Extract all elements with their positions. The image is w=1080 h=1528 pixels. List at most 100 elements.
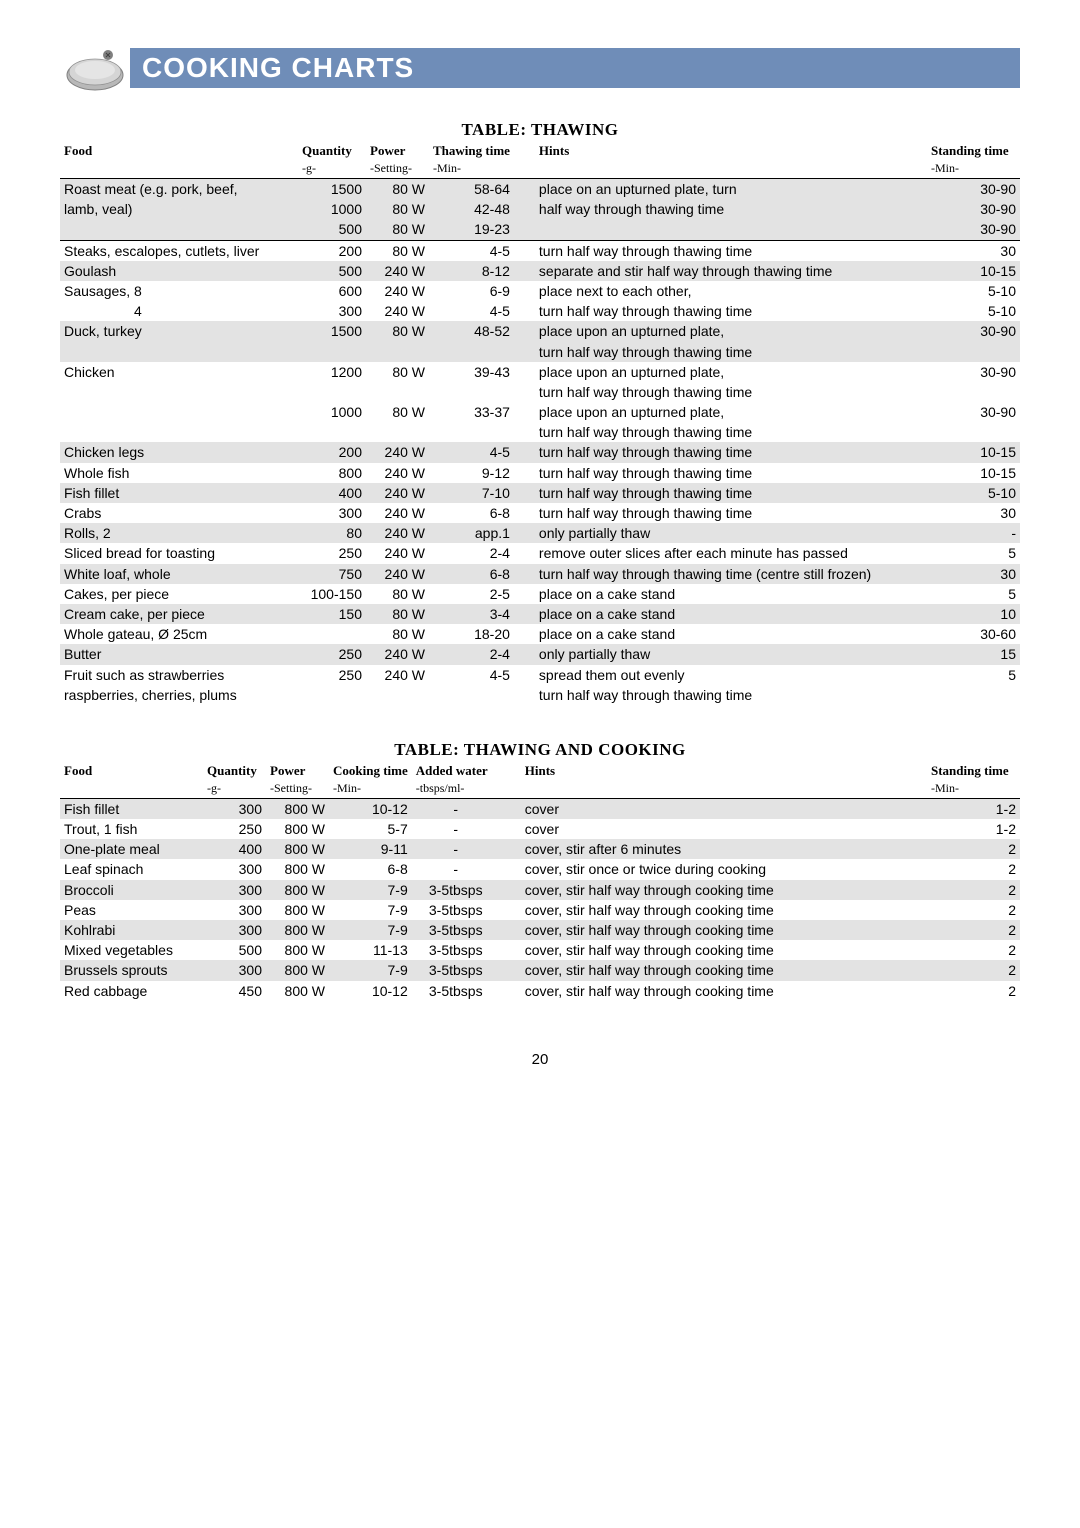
table-cell: 1-2 xyxy=(927,798,1020,819)
table-cell: half way through thawing time xyxy=(514,199,927,219)
table-cell: - xyxy=(412,819,500,839)
table-cell: turn half way through thawing time xyxy=(514,685,927,705)
table-cell: cover, stir half way through cooking tim… xyxy=(500,920,927,940)
table-cell: 500 xyxy=(203,940,266,960)
table-cell: 6-8 xyxy=(429,564,514,584)
table-cell: 3-5tbsps xyxy=(412,960,500,980)
table-cell xyxy=(298,342,366,362)
table2-body: Fish fillet300800 W10-12-cover1-2Trout, … xyxy=(60,798,1020,1000)
table-cell: 6-8 xyxy=(429,503,514,523)
table-row: Mixed vegetables500800 W11-133-5tbspscov… xyxy=(60,940,1020,960)
table-cell: cover xyxy=(500,798,927,819)
table-cell: Mixed vegetables xyxy=(60,940,203,960)
table-cell: 5-10 xyxy=(927,301,1020,321)
table2-header-row: Food Quantity Power Cooking time Added w… xyxy=(60,763,1020,781)
table-cell: Crabs xyxy=(60,503,298,523)
table-cell xyxy=(298,382,366,402)
table-cell: 300 xyxy=(203,960,266,980)
table-cell: 400 xyxy=(298,483,366,503)
table-cell: 11-13 xyxy=(329,940,412,960)
table-cell xyxy=(60,422,298,442)
table-cell: 5 xyxy=(927,665,1020,685)
table-cell: 800 W xyxy=(266,798,329,819)
table-cell: place next to each other, xyxy=(514,281,927,301)
th-qty: Quantity xyxy=(298,143,366,161)
table-cell: 800 W xyxy=(266,940,329,960)
table-cell: 3-5tbsps xyxy=(412,940,500,960)
table-cell: turn half way through thawing time (cent… xyxy=(514,564,927,584)
th2-water: Added water xyxy=(412,763,500,781)
table-cell: 240 W xyxy=(366,261,429,281)
table-cell xyxy=(927,342,1020,362)
table-cell: 5 xyxy=(927,584,1020,604)
table-cell: 2 xyxy=(927,981,1020,1001)
table-cell: 300 xyxy=(203,920,266,940)
table-cell: 10-15 xyxy=(927,261,1020,281)
table-cell: 3-5tbsps xyxy=(412,981,500,1001)
page-number: 20 xyxy=(60,1051,1020,1068)
table-row: Whole fish800240 W9-12turn half way thro… xyxy=(60,463,1020,483)
table-cell: 4-5 xyxy=(429,240,514,261)
table-cell: turn half way through thawing time xyxy=(514,240,927,261)
page: COOKING CHARTS TABLE: THAWING Food Quant… xyxy=(0,0,1080,1108)
table-cell: 2-4 xyxy=(429,644,514,664)
table-cell: 33-37 xyxy=(429,402,514,422)
table-cell: 200 xyxy=(298,240,366,261)
table-cell: Rolls, 2 xyxy=(60,523,298,543)
table-cell xyxy=(366,382,429,402)
table-cell: Steaks, escalopes, cutlets, liver xyxy=(60,240,298,261)
th2-qty: Quantity xyxy=(203,763,266,781)
table-cell: 250 xyxy=(203,819,266,839)
table-cell: One-plate meal xyxy=(60,839,203,859)
table-cell: Cakes, per piece xyxy=(60,584,298,604)
table-cell: Fruit such as strawberries xyxy=(60,665,298,685)
table-cell: 30-90 xyxy=(927,199,1020,219)
table-cell: turn half way through thawing time xyxy=(514,483,927,503)
table1-subheader-row: -g- -Setting- -Min- -Min- xyxy=(60,161,1020,179)
table-cell: Sausages, 8 xyxy=(60,281,298,301)
table-cell: 4-5 xyxy=(429,301,514,321)
table-cell: 800 W xyxy=(266,859,329,879)
table-cell: only partially thaw xyxy=(514,644,927,664)
table-cell: 1000 xyxy=(298,199,366,219)
table-cell: 1000 xyxy=(298,402,366,422)
table-cell xyxy=(60,402,298,422)
table-cell: 300 xyxy=(203,798,266,819)
table-cell: Peas xyxy=(60,900,203,920)
table-cell: turn half way through thawing time xyxy=(514,342,927,362)
table-cell xyxy=(60,342,298,362)
table-cell: 200 xyxy=(298,442,366,462)
table-cell: turn half way through thawing time xyxy=(514,422,927,442)
table-cell: turn half way through thawing time xyxy=(514,463,927,483)
table-cell: only partially thaw xyxy=(514,523,927,543)
th-sub-stand: -Min- xyxy=(927,161,1020,179)
table-cell: 500 xyxy=(298,219,366,240)
table-cell: 6-9 xyxy=(429,281,514,301)
table-cell: cover, stir after 6 minutes xyxy=(500,839,927,859)
table-cell xyxy=(298,422,366,442)
table-row: Kohlrabi300800 W7-93-5tbspscover, stir h… xyxy=(60,920,1020,940)
table-cell: raspberries, cherries, plums xyxy=(60,685,298,705)
table-cell: 5-10 xyxy=(927,483,1020,503)
table-cell xyxy=(927,382,1020,402)
table-cell: cover, stir half way through cooking tim… xyxy=(500,940,927,960)
table-cell: 2 xyxy=(927,859,1020,879)
table-cell: 3-5tbsps xyxy=(412,920,500,940)
table-cell: 30-60 xyxy=(927,624,1020,644)
table-cell: Cream cake, per piece xyxy=(60,604,298,624)
th2-sub-empty xyxy=(60,781,203,799)
table-cell: 30 xyxy=(927,240,1020,261)
table-cell xyxy=(429,685,514,705)
table-cell: Chicken legs xyxy=(60,442,298,462)
table-cell: place on a cake stand xyxy=(514,584,927,604)
table-cell: 240 W xyxy=(366,503,429,523)
table-cell xyxy=(60,382,298,402)
table-cell: 5-10 xyxy=(927,281,1020,301)
table-row: Rolls, 280240 Wapp.1only partially thaw- xyxy=(60,523,1020,543)
table-cell: 400 xyxy=(203,839,266,859)
table-cell: 1-2 xyxy=(927,819,1020,839)
table-cell: 9-12 xyxy=(429,463,514,483)
table-row: Fish fillet400240 W7-10turn half way thr… xyxy=(60,483,1020,503)
table-cell: Goulash xyxy=(60,261,298,281)
table-cell: Red cabbage xyxy=(60,981,203,1001)
